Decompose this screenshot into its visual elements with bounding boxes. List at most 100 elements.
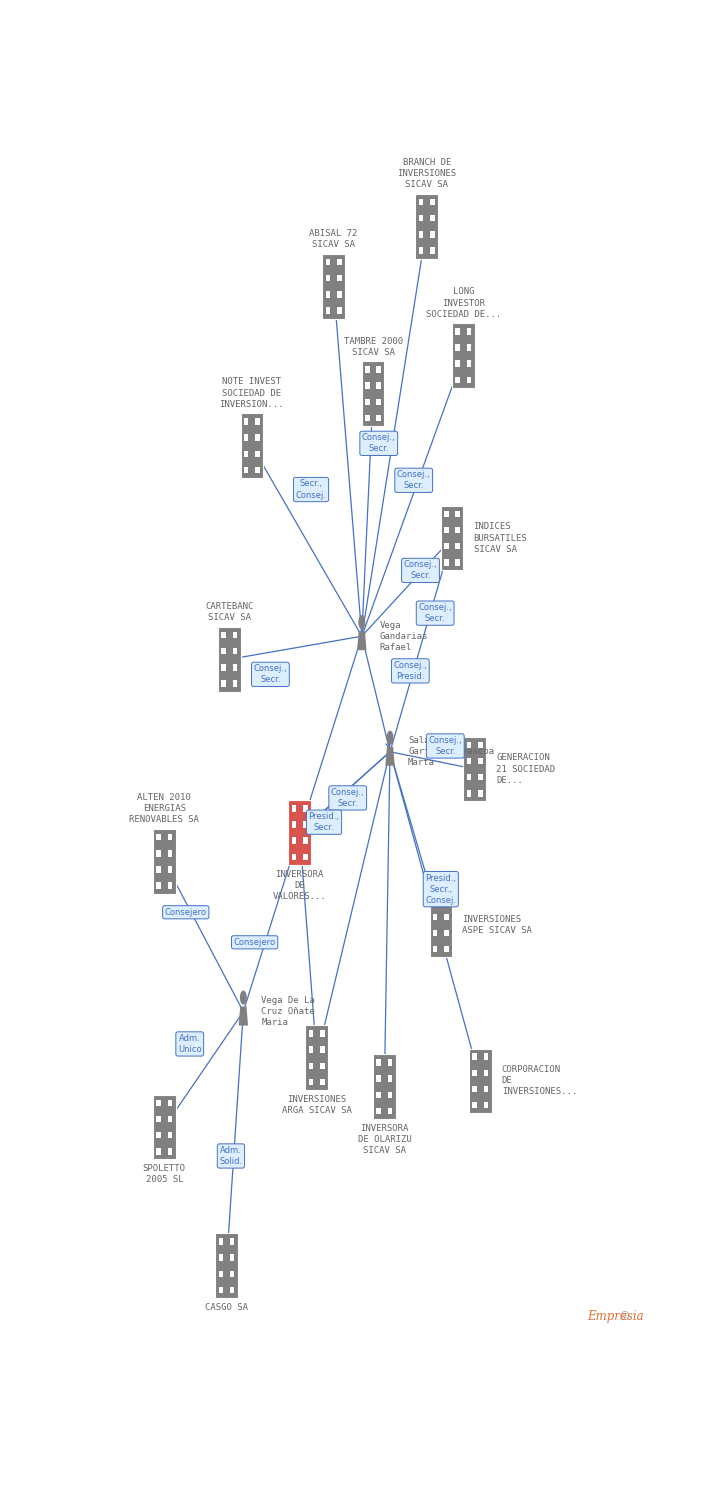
Bar: [292, 822, 296, 828]
Bar: [240, 414, 263, 478]
Text: ALTEN 2010
ENERGIAS
RENOVABLES SA: ALTEN 2010 ENERGIAS RENOVABLES SA: [130, 794, 199, 825]
Bar: [373, 1054, 396, 1119]
Text: INVERSIONES
ASPE SICAV SA: INVERSIONES ASPE SICAV SA: [462, 915, 532, 934]
Bar: [292, 853, 296, 859]
Text: Consej.,
Secr.: Consej., Secr.: [397, 471, 430, 490]
Polygon shape: [385, 747, 395, 765]
Bar: [478, 790, 483, 796]
Text: SPOLETTO
2005 SL: SPOLETTO 2005 SL: [143, 1164, 186, 1184]
Bar: [309, 1047, 313, 1053]
Bar: [365, 366, 370, 372]
Text: Consej.,
Secr.: Consej., Secr.: [253, 664, 288, 684]
Bar: [309, 1030, 313, 1036]
Bar: [388, 1107, 392, 1114]
Bar: [167, 834, 173, 840]
Bar: [218, 1270, 223, 1276]
Bar: [303, 806, 308, 812]
Bar: [467, 741, 471, 748]
Bar: [218, 1238, 223, 1245]
Bar: [430, 214, 435, 222]
Bar: [456, 510, 460, 518]
Bar: [456, 376, 460, 382]
Bar: [221, 632, 226, 639]
Bar: [303, 837, 308, 844]
Text: NOTE INVEST
SOCIEDAD DE
INVERSION...: NOTE INVEST SOCIEDAD DE INVERSION...: [220, 378, 284, 408]
Bar: [230, 1254, 234, 1262]
Bar: [233, 648, 237, 654]
Bar: [167, 1116, 173, 1122]
Bar: [292, 837, 296, 844]
Text: Consej.,
Secr.: Consej., Secr.: [331, 788, 365, 808]
Bar: [483, 1102, 488, 1108]
Bar: [478, 774, 483, 780]
Bar: [452, 322, 475, 388]
Bar: [433, 930, 438, 936]
Bar: [376, 366, 381, 372]
Bar: [157, 1132, 161, 1138]
Bar: [388, 1076, 392, 1082]
Text: Vega
Gandarias
Rafael: Vega Gandarias Rafael: [380, 621, 428, 652]
Bar: [337, 291, 341, 297]
Bar: [430, 248, 435, 254]
Polygon shape: [239, 1007, 248, 1026]
Bar: [325, 308, 331, 314]
Text: Empresia: Empresia: [587, 1311, 644, 1323]
Bar: [303, 853, 308, 859]
Bar: [221, 664, 226, 670]
Bar: [444, 897, 448, 904]
Bar: [244, 450, 248, 458]
Bar: [444, 526, 448, 532]
Bar: [376, 1107, 381, 1114]
Text: Vega De La
Cruz Oñate
Maria: Vega De La Cruz Oñate Maria: [261, 996, 315, 1028]
Bar: [306, 1026, 328, 1090]
Bar: [467, 344, 471, 351]
Bar: [376, 1059, 381, 1065]
Bar: [157, 1100, 161, 1106]
Bar: [456, 360, 460, 368]
Text: Consejero: Consejero: [234, 938, 276, 946]
Bar: [388, 1092, 392, 1098]
Bar: [430, 892, 452, 957]
Bar: [218, 1287, 223, 1293]
Bar: [376, 399, 381, 405]
Bar: [376, 414, 381, 422]
Circle shape: [358, 615, 365, 630]
Bar: [233, 632, 237, 639]
Bar: [467, 774, 471, 780]
Bar: [419, 231, 423, 237]
Bar: [167, 1148, 173, 1155]
Text: Salazar
Garteizgogeascoa
Marta: Salazar Garteizgogeascoa Marta: [408, 736, 494, 768]
Bar: [456, 328, 460, 334]
Bar: [444, 914, 448, 920]
Bar: [365, 382, 370, 388]
Bar: [456, 560, 460, 566]
Bar: [256, 466, 260, 472]
Bar: [472, 1053, 477, 1060]
Bar: [444, 560, 448, 566]
Bar: [309, 1078, 313, 1086]
Bar: [467, 328, 471, 334]
Bar: [153, 830, 175, 894]
Bar: [256, 419, 260, 424]
Text: TAMBRE 2000
SICAV SA: TAMBRE 2000 SICAV SA: [344, 336, 403, 357]
Bar: [325, 291, 331, 297]
Text: BRANCH DE
INVERSIONES
SICAV SA: BRANCH DE INVERSIONES SICAV SA: [397, 158, 456, 189]
Bar: [337, 308, 341, 314]
Bar: [323, 254, 345, 318]
Bar: [230, 1287, 234, 1293]
Circle shape: [240, 990, 247, 1005]
Bar: [472, 1070, 477, 1076]
Bar: [218, 627, 240, 692]
Bar: [444, 946, 448, 952]
Bar: [483, 1053, 488, 1060]
Text: LONG
INVESTOR
SOCIEDAD DE...: LONG INVESTOR SOCIEDAD DE...: [426, 288, 501, 318]
Bar: [157, 867, 161, 873]
Text: CASGO SA: CASGO SA: [205, 1302, 248, 1311]
Text: Consej.,
Presid.: Consej., Presid.: [394, 662, 427, 681]
Bar: [309, 1062, 313, 1070]
Bar: [433, 897, 438, 904]
Bar: [167, 850, 173, 856]
Text: INVERSIONES
ARGA SICAV SA: INVERSIONES ARGA SICAV SA: [282, 1095, 352, 1114]
Bar: [325, 260, 331, 266]
Bar: [365, 414, 370, 422]
